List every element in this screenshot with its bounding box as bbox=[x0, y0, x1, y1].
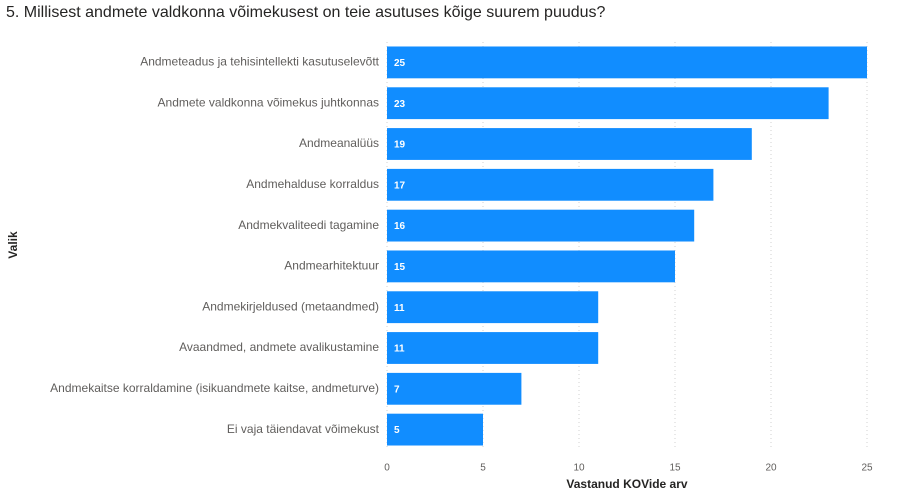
y-tick-label: Andmekirjeldused (metaandmed) bbox=[202, 299, 379, 313]
bar bbox=[387, 128, 752, 160]
y-tick-label: Andmekvaliteedi tagamine bbox=[238, 218, 379, 232]
value-label: 16 bbox=[394, 221, 406, 232]
y-tick-label: Andmehalduse korraldus bbox=[246, 177, 379, 191]
y-axis-title: Valik bbox=[6, 231, 20, 259]
bar bbox=[387, 291, 599, 324]
bar bbox=[387, 332, 599, 364]
value-label: 15 bbox=[394, 262, 406, 273]
value-label: 19 bbox=[394, 140, 406, 151]
y-tick-label: Avaandmed, andmete avalikustamine bbox=[179, 340, 379, 354]
bar bbox=[387, 168, 714, 201]
x-tick-label: 5 bbox=[480, 463, 486, 474]
bar bbox=[387, 250, 675, 283]
value-label: 25 bbox=[394, 58, 406, 69]
y-tick-label: Andmeanalüüs bbox=[299, 136, 379, 150]
y-tick-label: Andmearhitektuur bbox=[284, 259, 379, 273]
y-tick-label: Andmete valdkonna võimekus juhtkonnas bbox=[158, 95, 379, 109]
value-label: 5 bbox=[394, 425, 400, 436]
y-tick-label: Andmekaitse korraldamine (isikuandmete k… bbox=[50, 381, 379, 395]
bar bbox=[387, 413, 483, 446]
x-tick-label: 10 bbox=[573, 463, 585, 474]
x-axis-title: Vastanud KOVide arv bbox=[566, 477, 687, 491]
x-tick-label: 20 bbox=[765, 463, 777, 474]
bar bbox=[387, 87, 829, 120]
x-tick-label: 25 bbox=[861, 463, 873, 474]
chart-title: 5. Millisest andmete valdkonna võimekuse… bbox=[6, 4, 606, 21]
value-label: 7 bbox=[394, 384, 400, 395]
y-tick-label: Andmeteadus ja tehisintellekti kasutusel… bbox=[140, 55, 379, 69]
x-tick-label: 15 bbox=[669, 463, 681, 474]
bar bbox=[387, 46, 867, 79]
bar bbox=[387, 372, 522, 405]
value-label: 17 bbox=[394, 180, 406, 191]
x-tick-label: 0 bbox=[384, 463, 390, 474]
bar bbox=[387, 209, 695, 242]
value-label: 23 bbox=[394, 99, 406, 110]
value-label: 11 bbox=[394, 344, 405, 355]
y-tick-label: Ei vaja täiendavat võimekust bbox=[227, 422, 380, 436]
value-label: 11 bbox=[394, 303, 405, 314]
